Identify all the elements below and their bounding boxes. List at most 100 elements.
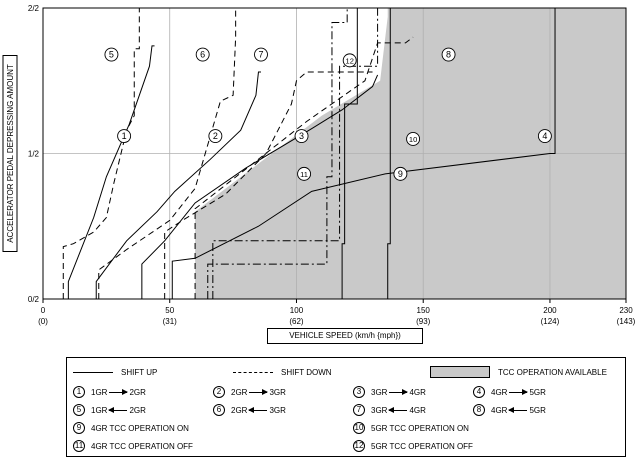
legend-badge-6: 6	[213, 404, 225, 416]
curve-label-circle-1	[117, 129, 132, 143]
x-tick-label: 100	[290, 306, 304, 315]
series-line-1	[67, 45, 155, 299]
legend-badge-8: 8	[473, 404, 485, 416]
legend-from-gear: 2GR	[231, 405, 248, 415]
series-line-6	[98, 8, 237, 299]
legend-item-3: 3 3GR 4GR	[353, 386, 426, 398]
grid-layer	[43, 8, 626, 299]
legend-from-gear: 3GR	[371, 387, 388, 397]
series-line-10	[387, 8, 391, 299]
curve-label-1: 1	[122, 131, 127, 141]
curve-label-9: 9	[398, 169, 403, 179]
y-axis-label-box	[2, 55, 18, 252]
legend-to-gear: 2GR	[129, 387, 146, 397]
legend-badge-5: 5	[73, 404, 85, 416]
curve-label-4: 4	[542, 131, 547, 141]
legend-tcc-label: TCC OPERATION AVAILABLE	[498, 367, 607, 377]
tcc-swatch	[430, 366, 490, 378]
curve-label-circle-2	[208, 129, 223, 143]
curve-label-circle-4	[537, 129, 552, 143]
legend-op-11: 11 4GR TCC OPERATION OFF	[73, 440, 193, 452]
legend-tcc: TCC OPERATION AVAILABLE	[430, 366, 607, 378]
arrow-left-icon	[108, 406, 128, 413]
x-tick-sublabel: (143)	[617, 317, 636, 326]
curve-label-circle-8	[441, 47, 456, 62]
dashed-line-swatch	[233, 371, 273, 373]
series-line-12	[212, 8, 379, 299]
legend-to-gear: 5GR	[529, 387, 546, 397]
curve-label-8: 8	[446, 50, 451, 60]
legend-from-gear: 1GR	[91, 405, 108, 415]
legend-from-gear: 3GR	[371, 405, 388, 415]
legend-badge-11: 11	[73, 440, 85, 452]
legend-item-2: 2 2GR 3GR	[213, 386, 286, 398]
curve-label-circle-9	[393, 166, 408, 181]
curve-label-circle-7	[254, 47, 268, 62]
legend-op-label: 4GR TCC OPERATION OFF	[91, 441, 193, 451]
x-tick-label: 0	[41, 306, 46, 315]
y-axis-label-group: ACCELERATOR PEDAL DEPRESSING AMOUNT	[2, 55, 18, 252]
curve-label-circle-10	[406, 131, 421, 146]
arrow-right-icon	[249, 388, 269, 395]
legend-to-gear: 4GR	[409, 387, 426, 397]
arrow-left-icon	[248, 406, 268, 413]
curve-label-circle-6	[195, 47, 210, 62]
arrow-right-icon	[389, 388, 409, 395]
curve-label-circle-3	[294, 129, 309, 143]
curve-label-10: 10	[409, 135, 417, 144]
legend-to-gear: 3GR	[269, 387, 286, 397]
curve-label-circle-11	[297, 166, 312, 181]
legend-to-gear: 5GR	[529, 405, 546, 415]
arrow-left-icon	[508, 406, 528, 413]
legend-shift-up: SHIFT UP	[73, 366, 157, 378]
legend-op-label: 5GR TCC OPERATION OFF	[371, 441, 473, 451]
curve-label-6: 6	[200, 50, 205, 60]
legend-badge-12: 12	[353, 440, 365, 452]
plot-frame	[42, 7, 627, 300]
curve-label-7: 7	[258, 50, 263, 60]
series-line-7	[164, 71, 373, 299]
series-layer	[62, 8, 556, 299]
legend-op-12: 12 5GR TCC OPERATION OFF	[353, 440, 473, 452]
x-tick-label: 230	[619, 306, 633, 315]
curve-label-5: 5	[109, 50, 114, 60]
legend-item-4: 4 4GR 5GR	[473, 386, 546, 398]
x-tick-sublabel: (0)	[38, 317, 48, 326]
legend-to-gear: 2GR	[129, 405, 146, 415]
axes-layer: 0 (0) 50 (31) 100 (62) 150 (93) 200 (124) 230 (143)…	[2, 4, 636, 326]
x-tick-label: 150	[417, 306, 431, 315]
legend-from-gear: 1GR	[91, 387, 108, 397]
legend-item-8: 8 4GR 5GR	[473, 404, 546, 416]
legend-item-5: 5 1GR 2GR	[73, 404, 146, 416]
legend-badge-9: 9	[73, 422, 85, 434]
legend-from-gear: 2GR	[231, 387, 248, 397]
curve-label-3: 3	[299, 131, 304, 141]
x-tick-label: 200	[543, 306, 557, 315]
arrow-right-icon	[109, 388, 129, 395]
legend-badge-3: 3	[353, 386, 365, 398]
series-line-8	[194, 36, 414, 299]
legend-shift-down-label: SHIFT DOWN	[281, 367, 332, 377]
legend-badge-2: 2	[213, 386, 225, 398]
legend-to-gear: 3GR	[269, 405, 286, 415]
legend-badge-7: 7	[353, 404, 365, 416]
series-line-11	[207, 8, 348, 299]
solid-line-swatch	[73, 371, 113, 373]
y-tick-label: 0/2	[28, 295, 40, 304]
x-tick-label: 50	[165, 306, 174, 315]
y-tick-label: 1/2	[28, 150, 40, 159]
arrow-right-icon	[509, 388, 529, 395]
series-line-5	[62, 8, 140, 299]
legend-op-label: 5GR TCC OPERATION ON	[371, 423, 469, 433]
x-tick-sublabel: (62)	[289, 317, 304, 326]
legend-op-9: 9 4GR TCC OPERATION ON	[73, 422, 189, 434]
legend-from-gear: 4GR	[491, 405, 508, 415]
x-tick-sublabel: (124)	[541, 317, 560, 326]
legend-badge-4: 4	[473, 386, 485, 398]
legend-badge-1: 1	[73, 386, 85, 398]
curve-label-12: 12	[346, 56, 354, 65]
curve-label-2: 2	[213, 131, 218, 141]
legend-badge-10: 10	[353, 422, 365, 434]
